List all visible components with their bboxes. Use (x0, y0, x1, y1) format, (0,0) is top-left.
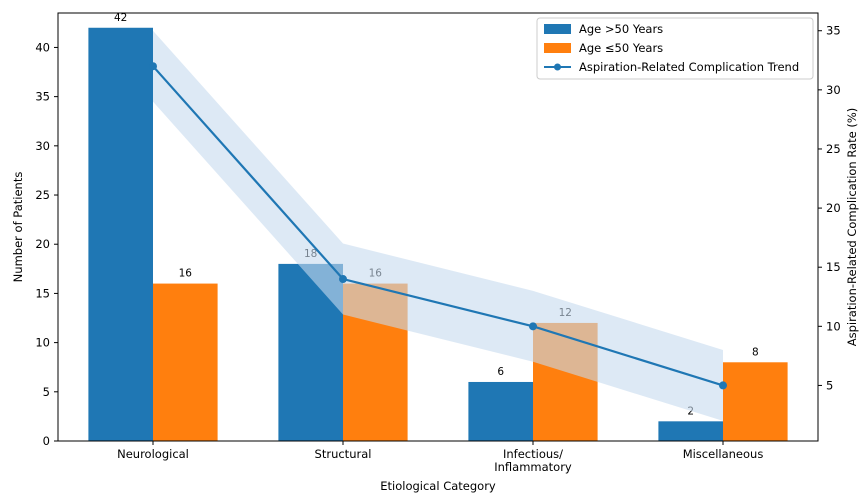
legend-marker (554, 63, 561, 71)
bar[interactable] (468, 381, 533, 441)
bar[interactable] (153, 283, 218, 441)
right-axis-tick-label: 5 (826, 378, 833, 392)
bar-value-label: 16 (179, 268, 193, 280)
right-axis-tick-label: 30 (826, 83, 841, 97)
bar[interactable] (723, 362, 788, 441)
bar-value-label: 42 (114, 12, 127, 24)
plot-frame (57, 12, 819, 442)
x-axis-category-label: Structural (315, 447, 372, 461)
trend-confidence-band (153, 30, 723, 421)
trend-point[interactable] (339, 275, 347, 284)
left-axis-tick-label: 15 (35, 286, 50, 300)
legend-label: Aspiration-Related Complication Trend (579, 60, 799, 74)
legend-box (536, 17, 814, 80)
legend-swatch (544, 24, 571, 34)
right-axis-tick-label: 35 (826, 24, 841, 38)
left-axis-tick-label: 20 (35, 237, 50, 251)
trend-point[interactable] (529, 322, 537, 331)
left-axis-tick-label: 10 (35, 336, 50, 350)
x-axis-category-label: Neurological (117, 447, 189, 461)
trend-point[interactable] (719, 381, 727, 390)
bar[interactable] (658, 421, 723, 441)
bar-value-label: 6 (497, 366, 504, 378)
right-axis-tick-label: 15 (826, 260, 841, 274)
bar-value-label: 2 (687, 405, 694, 417)
left-axis-tick-label: 40 (35, 40, 50, 54)
right-axis-tick-label: 10 (826, 319, 841, 333)
trend-point[interactable] (149, 62, 157, 71)
right-axis-tick-label: 25 (826, 142, 841, 156)
bar-value-label: 8 (752, 346, 759, 358)
trend-line (152, 65, 724, 387)
legend-swatch (544, 43, 571, 53)
left-axis-tick-label: 30 (35, 139, 50, 153)
x-axis-category-label: Infectious/Inflammatory (494, 447, 572, 474)
left-axis-title: Number of Patients (11, 172, 25, 283)
x-axis-title: Etiological Category (380, 479, 496, 493)
left-axis-tick-label: 5 (43, 385, 50, 399)
legend-label: Age >50 Years (579, 22, 663, 36)
left-axis-tick-label: 25 (35, 188, 50, 202)
left-axis-tick-label: 35 (35, 90, 50, 104)
bar[interactable] (88, 27, 153, 442)
right-axis-title: Aspiration-Related Complication Rate (%) (845, 108, 859, 347)
x-axis-category-label: Miscellaneous (683, 447, 764, 461)
legend-label: Age ≤50 Years (579, 41, 663, 55)
right-axis-tick-label: 20 (826, 201, 841, 215)
left-axis-tick-label: 0 (43, 434, 50, 448)
